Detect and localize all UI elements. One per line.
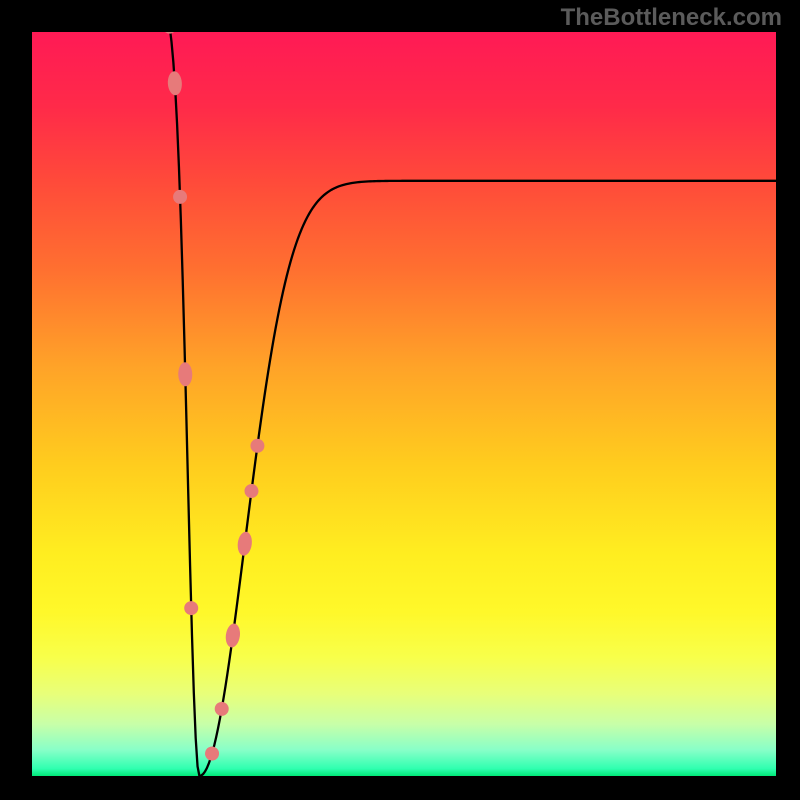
gradient-background — [32, 32, 776, 776]
marker-p-l1 — [156, 0, 176, 22]
watermark-text: TheBottleneck.com — [561, 4, 782, 32]
chart-container: TheBottleneck.com — [0, 0, 800, 800]
plot-area — [0, 0, 800, 800]
marker-p-l2 — [151, 0, 171, 8]
